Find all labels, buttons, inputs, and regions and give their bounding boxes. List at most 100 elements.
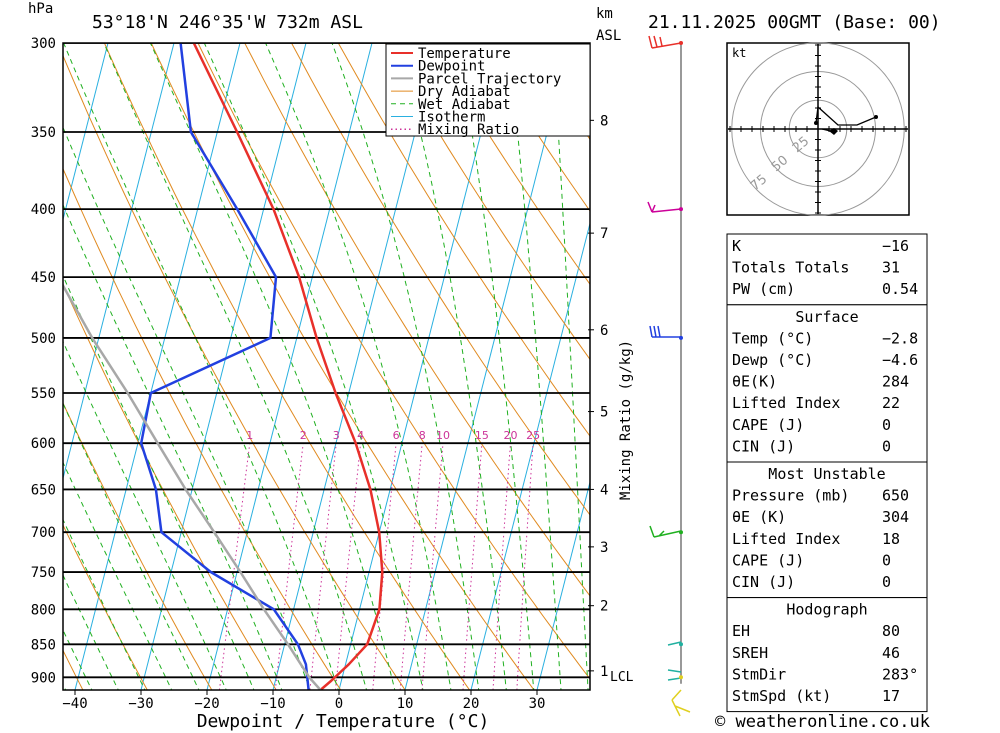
dry-adiabat-line xyxy=(337,43,590,437)
pressure-tick-label: 650 xyxy=(31,482,56,498)
most-unstable-box xyxy=(726,461,928,599)
pressure-tick-label: 800 xyxy=(31,602,56,618)
pressure-tick-label: 500 xyxy=(31,331,56,347)
surface-row-value: 0 xyxy=(882,437,891,455)
x-tick-label: 10 xyxy=(397,696,414,712)
wet-adiabat-line xyxy=(63,574,119,690)
wind-barb xyxy=(667,641,682,681)
surface-box xyxy=(726,304,928,463)
wet-adiabat-line xyxy=(63,43,339,690)
wet-adiabat-line xyxy=(265,43,452,690)
wet-adiabat-line xyxy=(456,43,535,690)
plot-background-lines xyxy=(63,43,590,690)
km-tick-label: 7 xyxy=(600,226,608,242)
pressure-tick-label: 300 xyxy=(31,36,56,52)
wet-adiabat-line xyxy=(507,43,562,690)
wind-barb-dot xyxy=(679,530,683,535)
most-unstable-title: Most Unstable xyxy=(768,465,885,483)
wind-barb xyxy=(649,325,681,338)
mixing-ratio-line xyxy=(218,443,251,690)
mixing-ratio-label: 10 xyxy=(436,429,450,442)
lcl-label: LCL xyxy=(610,670,634,685)
mixing-ratio-label: 4 xyxy=(357,429,364,442)
km-tick-label: 5 xyxy=(600,405,608,421)
wet-adiabat-line xyxy=(63,518,146,690)
hodograph-params-row-value: 46 xyxy=(882,644,900,662)
most-unstable-row-value: 304 xyxy=(882,508,909,526)
series-line-dewpoint xyxy=(139,43,310,690)
most-unstable-row-value: 650 xyxy=(882,487,909,505)
wet-adiabat-line xyxy=(552,43,589,690)
surface-row-label: Dewp (°C) xyxy=(732,351,813,369)
mixing-ratio-line xyxy=(421,443,444,690)
dry-adiabat-line xyxy=(197,43,590,680)
surface-title: Surface xyxy=(795,308,858,326)
indices-top-row-value: 31 xyxy=(882,259,900,277)
x-axis-title: Dewpoint / Temperature (°C) xyxy=(197,711,490,732)
plot-axes: 1 2 3 4 6 8 10 15 20 2530035040045050055060065070… xyxy=(31,36,634,712)
pressure-tick-label: 450 xyxy=(31,270,56,286)
wet-adiabat-line xyxy=(63,402,200,690)
most-unstable-row-label: θE (K) xyxy=(732,508,786,526)
surface-row-value: 0 xyxy=(882,416,891,434)
asl-unit-label: ASL xyxy=(596,28,621,44)
isotherm-line xyxy=(74,43,241,690)
wind-barb xyxy=(671,689,691,717)
x-tick-label: −40 xyxy=(62,696,87,712)
mixing-ratio-line xyxy=(274,443,304,690)
mixing-ratio-line xyxy=(516,443,534,690)
dry-adiabat-line xyxy=(431,43,590,286)
most-unstable-row-label: Pressure (mb) xyxy=(732,487,849,505)
mixing-ratio-label: 3 xyxy=(333,429,340,442)
x-tick-label: 0 xyxy=(335,696,343,712)
legend-entry: Dewpoint xyxy=(418,59,485,75)
dry-adiabat-line xyxy=(150,43,535,690)
isotherm-line xyxy=(63,43,175,481)
hodograph-params-row-value: 80 xyxy=(882,622,900,640)
hodograph-params-row-label: SREH xyxy=(732,644,768,662)
indices-top-box xyxy=(726,233,928,306)
hodograph-params-row-label: StmDir xyxy=(732,665,786,683)
wind-barb-dot xyxy=(679,207,683,212)
datetime-title: 21.11.2025 00GMT (Base: 00) xyxy=(648,12,941,33)
surface-row-value: 22 xyxy=(882,394,900,412)
most-unstable-row-label: Lifted Index xyxy=(732,530,840,548)
dry-adiabat-line xyxy=(63,401,213,690)
surface-row-label: CAPE (J) xyxy=(732,416,804,434)
mixing-ratio-line xyxy=(309,443,337,690)
surface-row-label: CIN (J) xyxy=(732,437,795,455)
legend-entry: Dry Adiabat xyxy=(418,84,511,100)
dry-adiabat-line xyxy=(103,43,471,690)
wet-adiabat-line xyxy=(63,340,227,690)
hpa-unit-label: hPa xyxy=(28,1,53,17)
legend-entry: Temperature xyxy=(418,46,511,62)
hodograph-trace xyxy=(815,105,877,126)
most-unstable-row-value: 0 xyxy=(882,573,891,591)
indices-top-row-label: PW (cm) xyxy=(732,280,795,298)
indices-top-row-label: K xyxy=(732,237,741,255)
mixing-ratio-line xyxy=(462,443,483,690)
mixing-ratio-line xyxy=(492,443,511,690)
isotherm-line xyxy=(470,221,590,690)
wind-barb-dot xyxy=(679,642,683,647)
mixing-ratio-label: 25 xyxy=(526,429,540,442)
mixing-ratio-label: 1 xyxy=(246,429,253,442)
x-tick-label: 30 xyxy=(529,696,546,712)
mixing-ratio-label: 6 xyxy=(393,429,400,442)
indices-top-row-value: 0.54 xyxy=(882,280,918,298)
mixing-ratio-labels: 1 2 3 4 6 8 10 15 20 25 xyxy=(246,429,540,442)
wet-adiabat-line xyxy=(63,203,283,690)
wet-adiabat-line xyxy=(63,126,311,690)
surface-row-label: θE(K) xyxy=(732,373,777,391)
legend-entry: Isotherm xyxy=(418,110,485,126)
km-tick-label: 3 xyxy=(600,540,608,556)
hodograph-params-row-value: 17 xyxy=(882,687,900,705)
isotherm-line xyxy=(206,43,373,690)
wet-adiabat-line xyxy=(396,43,507,690)
surface-row-value: −2.8 xyxy=(882,329,918,347)
pressure-tick-label: 900 xyxy=(31,670,56,686)
indices-table: K −16 Totals Totals 31 PW (cm) 0.54 Surface Tem… xyxy=(726,233,928,713)
km-tick-label: 6 xyxy=(600,323,608,339)
